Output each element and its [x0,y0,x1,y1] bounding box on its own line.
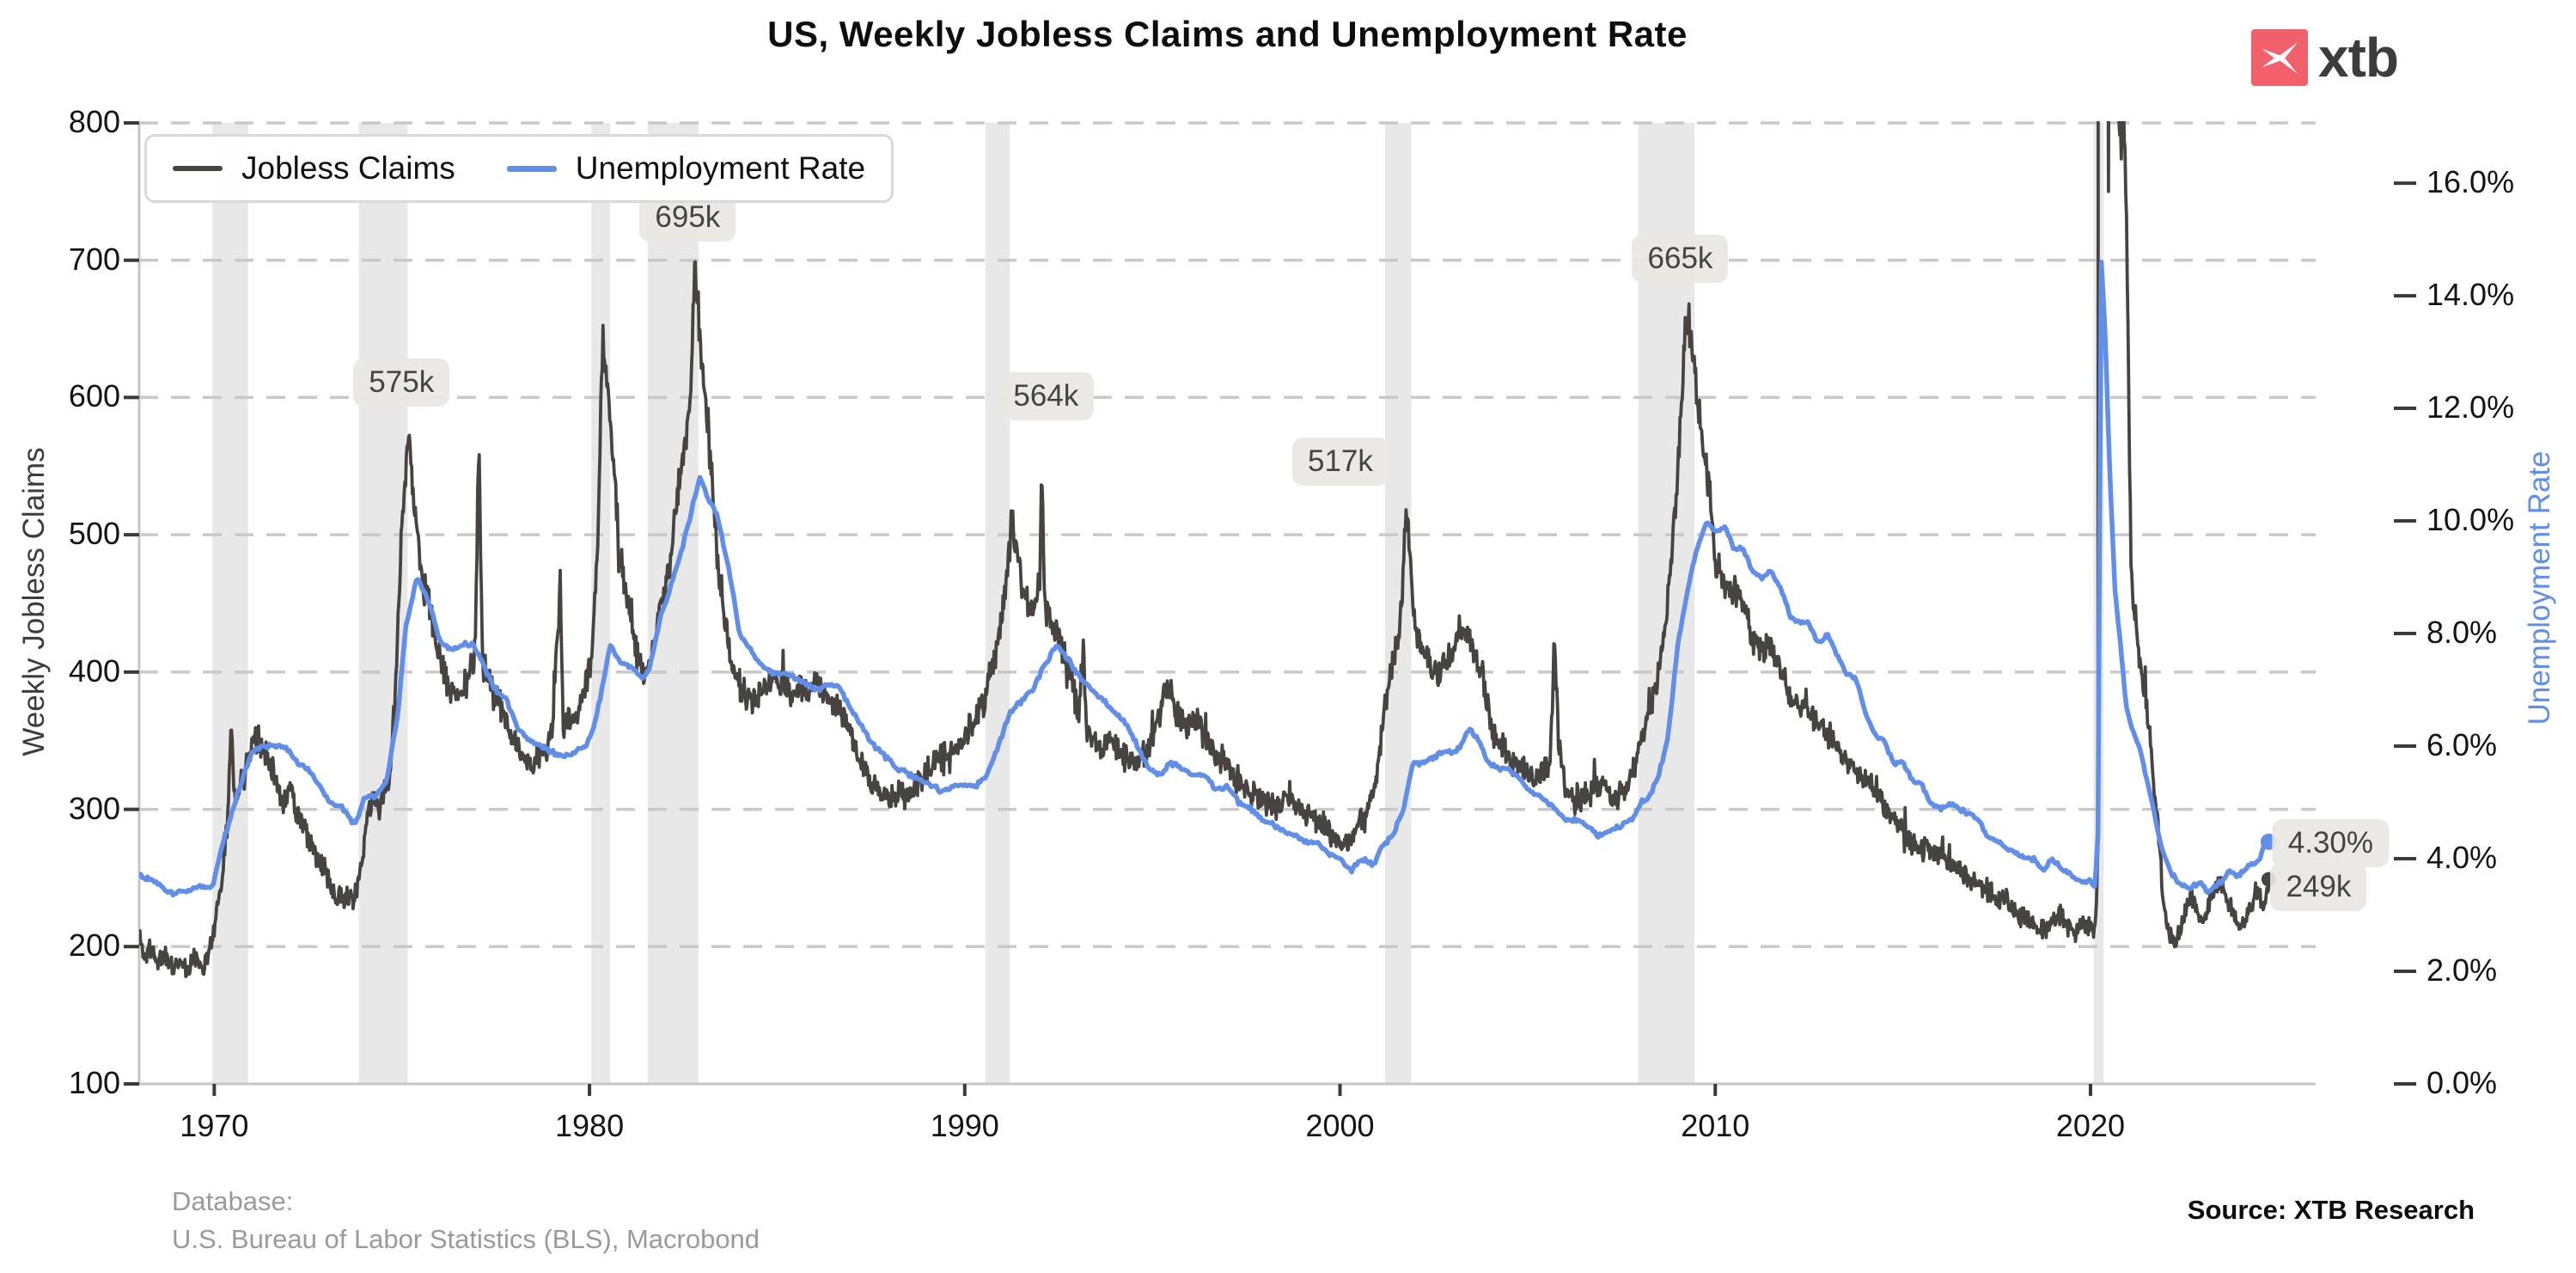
chart-legend: Jobless Claims Unemployment Rate [144,134,894,203]
unemployment-rate-line [139,260,2272,898]
claims-line-swatch-icon [173,166,223,171]
database-label: Database: [172,1186,294,1216]
annotation-badge: 665k [1632,234,1729,283]
right-axis-tick-label: 10.0% [2426,502,2515,538]
left-axis-tick-label: 700 [68,241,120,277]
right-axis-tick-label: 12.0% [2426,389,2515,425]
unemployment-line-swatch-icon [506,165,557,172]
left-axis-tick-label: 300 [68,790,120,826]
left-axis-tick-label: 800 [68,104,120,139]
left-axis-tick-label: 400 [68,652,120,689]
left-axis-tick-label: 500 [68,516,120,552]
xtb-logo: xtb [2251,26,2399,89]
x-axis-tick-label: 1970 [180,1108,249,1143]
legend-label-claims: Jobless Claims [241,150,455,186]
recession-band [647,123,699,1084]
left-axis-tick-label: 100 [68,1065,120,1100]
right-axis-tick-label: 14.0% [2426,277,2515,313]
source-note: Source: XTB Research [2187,1195,2475,1225]
xtb-logo-text: xtb [2318,27,2399,89]
recession-band [985,123,1010,1084]
annotation-badge: 517k [1291,437,1389,486]
x-axis-tick-label: 1990 [930,1108,999,1143]
xtb-logo-mark [2251,29,2308,86]
recession-band [212,123,248,1084]
annotation-badge: 575k [353,358,450,407]
right-axis-tick-label: 2.0% [2426,952,2498,988]
legend-item-unemployment: Unemployment Rate [506,150,866,187]
jobless-claims-line [139,121,2271,978]
x-axis-tick-label: 2010 [1681,1108,1750,1143]
annotation-badge: 249k [2270,863,2367,912]
legend-label-unemployment: Unemployment Rate [575,150,866,186]
right-axis-title: Unemployment Rate [2523,450,2556,725]
right-axis-tick-label: 4.0% [2426,840,2498,876]
xtb-x-icon [2262,42,2298,74]
x-axis-tick-label: 2020 [2055,1108,2125,1143]
left-axis-tick-label: 600 [68,378,120,414]
chart-title: US, Weekly Jobless Claims and Unemployme… [767,14,1688,54]
database-note: Database: U.S. Bureau of Labor Statistic… [172,1183,760,1258]
x-axis-tick-label: 1980 [555,1108,625,1143]
database-value: U.S. Bureau of Labor Statistics (BLS), M… [172,1224,760,1255]
right-axis-tick-label: 0.0% [2426,1065,2498,1100]
recession-band [1384,123,1412,1084]
left-axis-title: Weekly Jobless Claims [17,447,51,756]
right-axis-tick-label: 16.0% [2426,164,2515,200]
legend-item-jobless-claims: Jobless Claims [173,150,455,187]
left-axis-tick-label: 200 [68,927,120,964]
annotation-badge: 564k [998,371,1095,420]
annotation-badge: 4.30% [2272,819,2390,868]
right-axis-tick-label: 8.0% [2426,615,2498,651]
x-axis-tick-label: 2000 [1305,1108,1375,1143]
right-axis-tick-label: 6.0% [2426,727,2498,763]
